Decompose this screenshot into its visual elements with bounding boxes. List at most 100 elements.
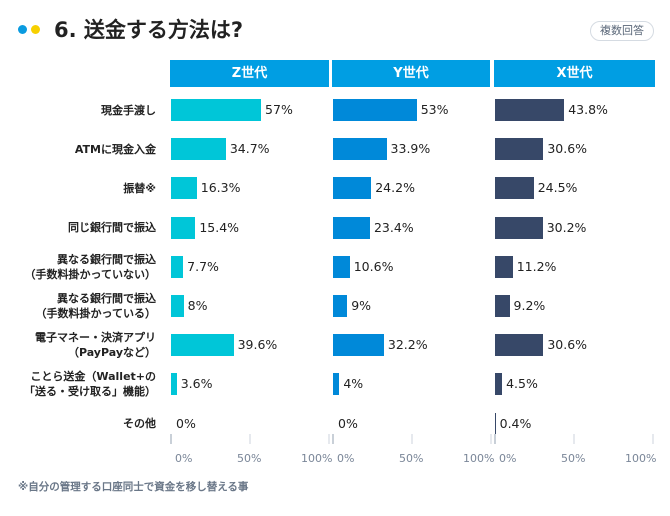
bar — [333, 216, 370, 239]
bar — [495, 412, 496, 435]
category-label: 同じ銀行間で振込 — [68, 220, 156, 235]
value-label: 39.6% — [237, 337, 278, 353]
bar — [495, 334, 544, 357]
value-label: 7.7% — [187, 258, 219, 274]
category-label: ことら送金（Wallet+の 「送る・受け取る」機能） — [24, 369, 156, 399]
value-label: 30.6% — [547, 337, 588, 353]
value-label: 53% — [420, 102, 449, 117]
bar — [171, 177, 197, 200]
bar — [171, 99, 262, 121]
axis-tick — [573, 434, 575, 444]
value-label: 10.6% — [353, 258, 394, 274]
category-label-line: （PayPayなど） — [67, 346, 156, 360]
bar — [495, 138, 544, 161]
category-label-line: （手数料掛かっている） — [35, 307, 156, 320]
footnote: ※自分の管理する口座同士で資金を移し替える事 — [18, 481, 249, 493]
bar — [171, 295, 184, 317]
value-label: 4% — [343, 376, 364, 392]
category-label-line: ことら送金（Wallet+の — [30, 370, 156, 384]
category-label-line: その他 — [123, 417, 156, 431]
axis-tick — [332, 434, 334, 444]
value-label: 9.2% — [513, 298, 546, 313]
value-label: 8% — [187, 298, 208, 313]
bar — [333, 373, 340, 396]
tick-label: 50% — [399, 452, 424, 465]
category-label-line: 「送る・受け取る」機能） — [24, 385, 156, 399]
value-label: 0% — [338, 415, 358, 431]
bar — [171, 216, 196, 239]
axis-tick — [328, 434, 330, 444]
category-label: 異なる銀行間で振込 （手数料掛かっていない） — [25, 252, 156, 282]
value-label: 0% — [176, 415, 196, 431]
column-header-1: Z世代 — [170, 60, 329, 87]
value-label: 16.3% — [200, 180, 241, 196]
category-label: その他 — [123, 416, 156, 431]
category-label-line: 異なる銀行間で振込 — [57, 292, 156, 305]
axis-tick — [494, 434, 496, 444]
tick-label: 0% — [499, 452, 517, 465]
axis-tick — [490, 434, 492, 444]
bar — [333, 255, 350, 278]
category-label: 現金手渡し — [101, 103, 156, 118]
axis-tick — [170, 434, 172, 444]
multiple-answer-badge: 複数回答 — [590, 21, 654, 41]
category-label-line: 同じ銀行間で振込 — [68, 221, 156, 235]
category-label-line: 現金手渡し — [101, 103, 156, 117]
column-header-3: X世代 — [494, 60, 655, 87]
bar — [495, 295, 510, 317]
bar — [495, 177, 534, 200]
bar — [333, 177, 372, 200]
bar — [495, 373, 503, 396]
column-header-2: Y世代 — [332, 60, 490, 87]
tick-label: 50% — [561, 452, 586, 465]
value-label: 32.2% — [387, 337, 428, 353]
bar — [171, 334, 234, 357]
bar — [171, 255, 184, 278]
bar — [171, 138, 226, 161]
value-label: 9% — [351, 298, 372, 313]
tick-label: 50% — [237, 452, 262, 465]
value-label: 24.5% — [537, 180, 578, 196]
value-label: 33.9% — [390, 141, 431, 157]
tick-label: 100% — [301, 452, 333, 465]
value-label: 30.6% — [547, 141, 588, 157]
category-label-line: 異なる銀行間で振込 — [57, 252, 156, 266]
value-label: 4.5% — [506, 376, 538, 392]
category-label-line: ATMに現金入金 — [74, 142, 156, 156]
bar — [171, 373, 177, 396]
value-label: 57% — [265, 102, 293, 117]
bar — [333, 295, 348, 317]
bar — [333, 138, 387, 161]
bar — [495, 255, 513, 278]
value-label: 15.4% — [199, 219, 240, 235]
value-label: 11.2% — [516, 258, 557, 274]
bar — [495, 216, 543, 239]
category-label-line: 電子マネー・決済アプリ — [35, 331, 156, 345]
category-label: 振替※ — [123, 181, 156, 196]
blue-dot-icon — [18, 25, 27, 34]
tick-label: 100% — [463, 452, 495, 465]
category-label: ATMに現金入金 — [75, 142, 156, 157]
tick-label: 100% — [625, 452, 657, 465]
value-label: 24.2% — [375, 180, 415, 196]
category-label: 異なる銀行間で振込 （手数料掛かっている） — [36, 291, 156, 321]
axis-tick — [411, 434, 413, 444]
yellow-dot-icon — [31, 25, 40, 34]
bar — [333, 334, 384, 357]
tick-label: 0% — [175, 452, 193, 465]
value-label: 3.6% — [180, 376, 213, 392]
category-label-line: 振替※ — [123, 181, 156, 195]
value-label: 34.7% — [229, 141, 270, 157]
tick-label: 0% — [337, 452, 355, 465]
axis-tick — [249, 434, 251, 444]
bar — [333, 99, 417, 121]
value-label: 30.2% — [546, 219, 587, 235]
page-title: 6. 送金する方法は? — [54, 18, 244, 42]
axis-tick — [652, 434, 654, 444]
category-label-line: （手数料掛かっていない） — [24, 267, 156, 281]
value-label: 23.4% — [373, 219, 414, 235]
category-label: 電子マネー・決済アプリ （PayPayなど） — [35, 330, 156, 360]
value-label: 0.4% — [499, 415, 532, 431]
bar — [495, 99, 565, 121]
value-label: 43.8% — [568, 102, 608, 117]
